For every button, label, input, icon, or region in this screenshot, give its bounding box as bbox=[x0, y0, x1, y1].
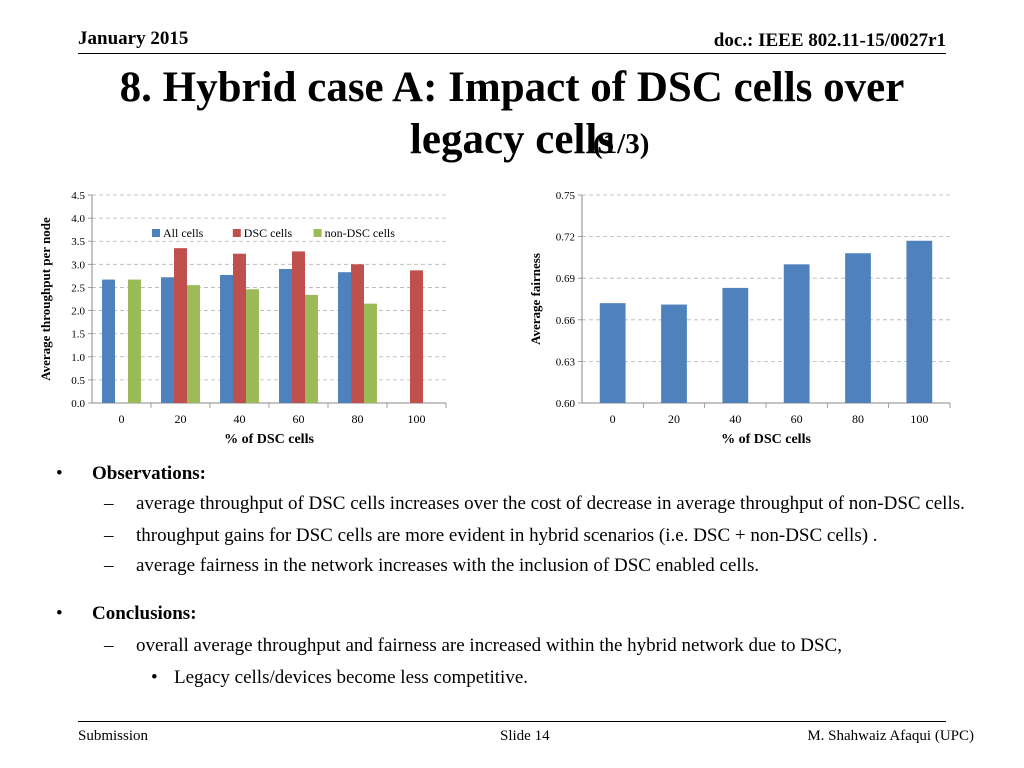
bar-non-dsc-cells bbox=[245, 289, 259, 403]
x-tick-label: 80 bbox=[352, 412, 364, 426]
observation-item: – throughput gains for DSC cells are mor… bbox=[56, 522, 986, 550]
x-tick-label: 40 bbox=[234, 412, 246, 426]
conclusions-heading: • Conclusions: bbox=[56, 600, 986, 628]
footer-author: M. Shahwaiz Afaqui (UPC) bbox=[807, 728, 974, 744]
legend-swatch bbox=[152, 229, 160, 237]
x-tick-label: 20 bbox=[668, 412, 680, 426]
y-tick-label: 0.60 bbox=[556, 398, 576, 410]
observations-heading: • Observations: bbox=[56, 460, 986, 488]
legend-label: All cells bbox=[163, 226, 204, 240]
conclusion-subitem: • Legacy cells/devices become less compe… bbox=[56, 664, 986, 692]
y-axis-label: Average throughput per node bbox=[38, 217, 53, 381]
y-tick-label: 4.0 bbox=[71, 213, 85, 225]
bar-dsc-cells bbox=[410, 270, 423, 403]
y-tick-label: 2.0 bbox=[71, 306, 85, 318]
y-tick-label: 0.72 bbox=[556, 232, 575, 244]
observation-item: – average fairness in the network increa… bbox=[56, 552, 986, 580]
dash-symbol: – bbox=[104, 635, 114, 656]
x-tick-label: 100 bbox=[910, 412, 928, 426]
y-tick-label: 0.0 bbox=[71, 398, 85, 410]
dash-symbol: – bbox=[104, 493, 114, 514]
legend-label: non-DSC cells bbox=[325, 226, 396, 240]
bar-non-dsc-cells bbox=[127, 279, 141, 403]
bar-fairness bbox=[783, 264, 810, 403]
conclusions-heading-text: Conclusions: bbox=[92, 603, 197, 624]
x-tick-label: 0 bbox=[119, 412, 125, 426]
x-tick-label: 60 bbox=[791, 412, 803, 426]
bar-non-dsc-cells bbox=[304, 294, 318, 403]
x-tick-label: 20 bbox=[175, 412, 187, 426]
conclusion-item: – overall average throughput and fairnes… bbox=[56, 632, 986, 660]
observation-text: average throughput of DSC cells increase… bbox=[136, 493, 965, 514]
x-tick-label: 0 bbox=[610, 412, 616, 426]
slide-title-sub: (1/3) bbox=[593, 128, 650, 160]
y-tick-label: 4.5 bbox=[71, 190, 85, 202]
y-axis-label: Average fairness bbox=[528, 253, 543, 345]
y-tick-label: 0.69 bbox=[556, 273, 576, 285]
y-tick-label: 2.5 bbox=[71, 282, 85, 294]
bar-fairness bbox=[845, 253, 871, 403]
x-axis-label: % of DSC cells bbox=[224, 432, 314, 447]
dash-symbol: – bbox=[104, 555, 114, 576]
bar-all-cells bbox=[338, 272, 352, 403]
spacer bbox=[56, 580, 986, 600]
bar-non-dsc-cells bbox=[186, 285, 200, 403]
bar-dsc-cells bbox=[351, 264, 364, 403]
observation-text: throughput gains for DSC cells are more … bbox=[136, 525, 878, 546]
legend-label: DSC cells bbox=[244, 226, 293, 240]
footer-left: Submission bbox=[78, 728, 149, 744]
bar-fairness bbox=[906, 240, 933, 403]
observations-heading-text: Observations: bbox=[92, 463, 206, 484]
header-doc-id: doc.: IEEE 802.11-15/0027r1 bbox=[713, 30, 946, 51]
bullet-symbol: • bbox=[56, 603, 63, 624]
x-tick-label: 60 bbox=[293, 412, 305, 426]
slide-title-text: 8. Hybrid case A: Impact of DSC cells ov… bbox=[119, 64, 905, 163]
x-tick-label: 40 bbox=[729, 412, 741, 426]
bullet-symbol: • bbox=[151, 667, 158, 688]
bar-dsc-cells bbox=[292, 251, 305, 403]
x-axis-label: % of DSC cells bbox=[721, 432, 811, 447]
y-tick-label: 1.5 bbox=[71, 329, 85, 341]
bar-dsc-cells bbox=[174, 248, 187, 403]
y-tick-label: 0.75 bbox=[556, 190, 576, 202]
bar-dsc-cells bbox=[233, 253, 246, 403]
x-tick-label: 100 bbox=[408, 412, 426, 426]
footer-slide-number: Slide 14 bbox=[500, 728, 550, 744]
y-tick-label: 3.0 bbox=[71, 259, 85, 271]
bar-all-cells bbox=[102, 279, 116, 403]
slide-title: 8. Hybrid case A: Impact of DSC cells ov… bbox=[60, 62, 964, 166]
y-tick-label: 0.5 bbox=[71, 375, 85, 387]
bar-fairness bbox=[661, 304, 687, 403]
y-tick-label: 0.66 bbox=[556, 315, 576, 327]
bar-all-cells bbox=[220, 274, 234, 403]
y-tick-label: 3.5 bbox=[71, 236, 85, 248]
observation-item: – average throughput of DSC cells increa… bbox=[56, 490, 986, 518]
bar-fairness bbox=[599, 303, 626, 403]
legend-swatch bbox=[313, 229, 322, 237]
header-date: January 2015 bbox=[78, 28, 189, 49]
throughput-chart: 0.0 0.5 1.0 1.5 2.0 2.5 3.0 3.5 4.0 4.5 0 20 40 60 80 1… bbox=[36, 185, 466, 455]
bar-fairness bbox=[722, 287, 749, 403]
y-tick-label: 0.63 bbox=[556, 356, 576, 368]
fairness-chart-svg: 0.60 0.63 0.66 0.69 0.72 0.75 0 20 40 60 80 100 % of… bbox=[528, 190, 951, 447]
dash-symbol: – bbox=[104, 525, 114, 546]
bar-all-cells bbox=[279, 268, 293, 403]
conclusion-subitem-text: Legacy cells/devices become less competi… bbox=[174, 667, 528, 688]
footer-rule bbox=[78, 721, 946, 722]
legend-swatch bbox=[232, 229, 241, 237]
throughput-chart-svg: 0.0 0.5 1.0 1.5 2.0 2.5 3.0 3.5 4.0 4.5 0 20 40 60 80 1… bbox=[38, 190, 447, 447]
bullet-symbol: • bbox=[56, 463, 63, 484]
bar-non-dsc-cells bbox=[363, 303, 377, 403]
y-tick-label: 1.0 bbox=[71, 352, 85, 364]
bar-all-cells bbox=[161, 277, 175, 403]
observation-text: average fairness in the network increase… bbox=[136, 555, 760, 576]
x-tick-label: 80 bbox=[852, 412, 864, 426]
header-rule bbox=[78, 53, 946, 54]
fairness-chart: 0.60 0.63 0.66 0.69 0.72 0.75 0 20 40 60 80 100 % of… bbox=[520, 185, 960, 455]
conclusion-text: overall average throughput and fairness … bbox=[136, 635, 842, 656]
bullet-content: • Observations: – average throughput of … bbox=[56, 460, 986, 692]
